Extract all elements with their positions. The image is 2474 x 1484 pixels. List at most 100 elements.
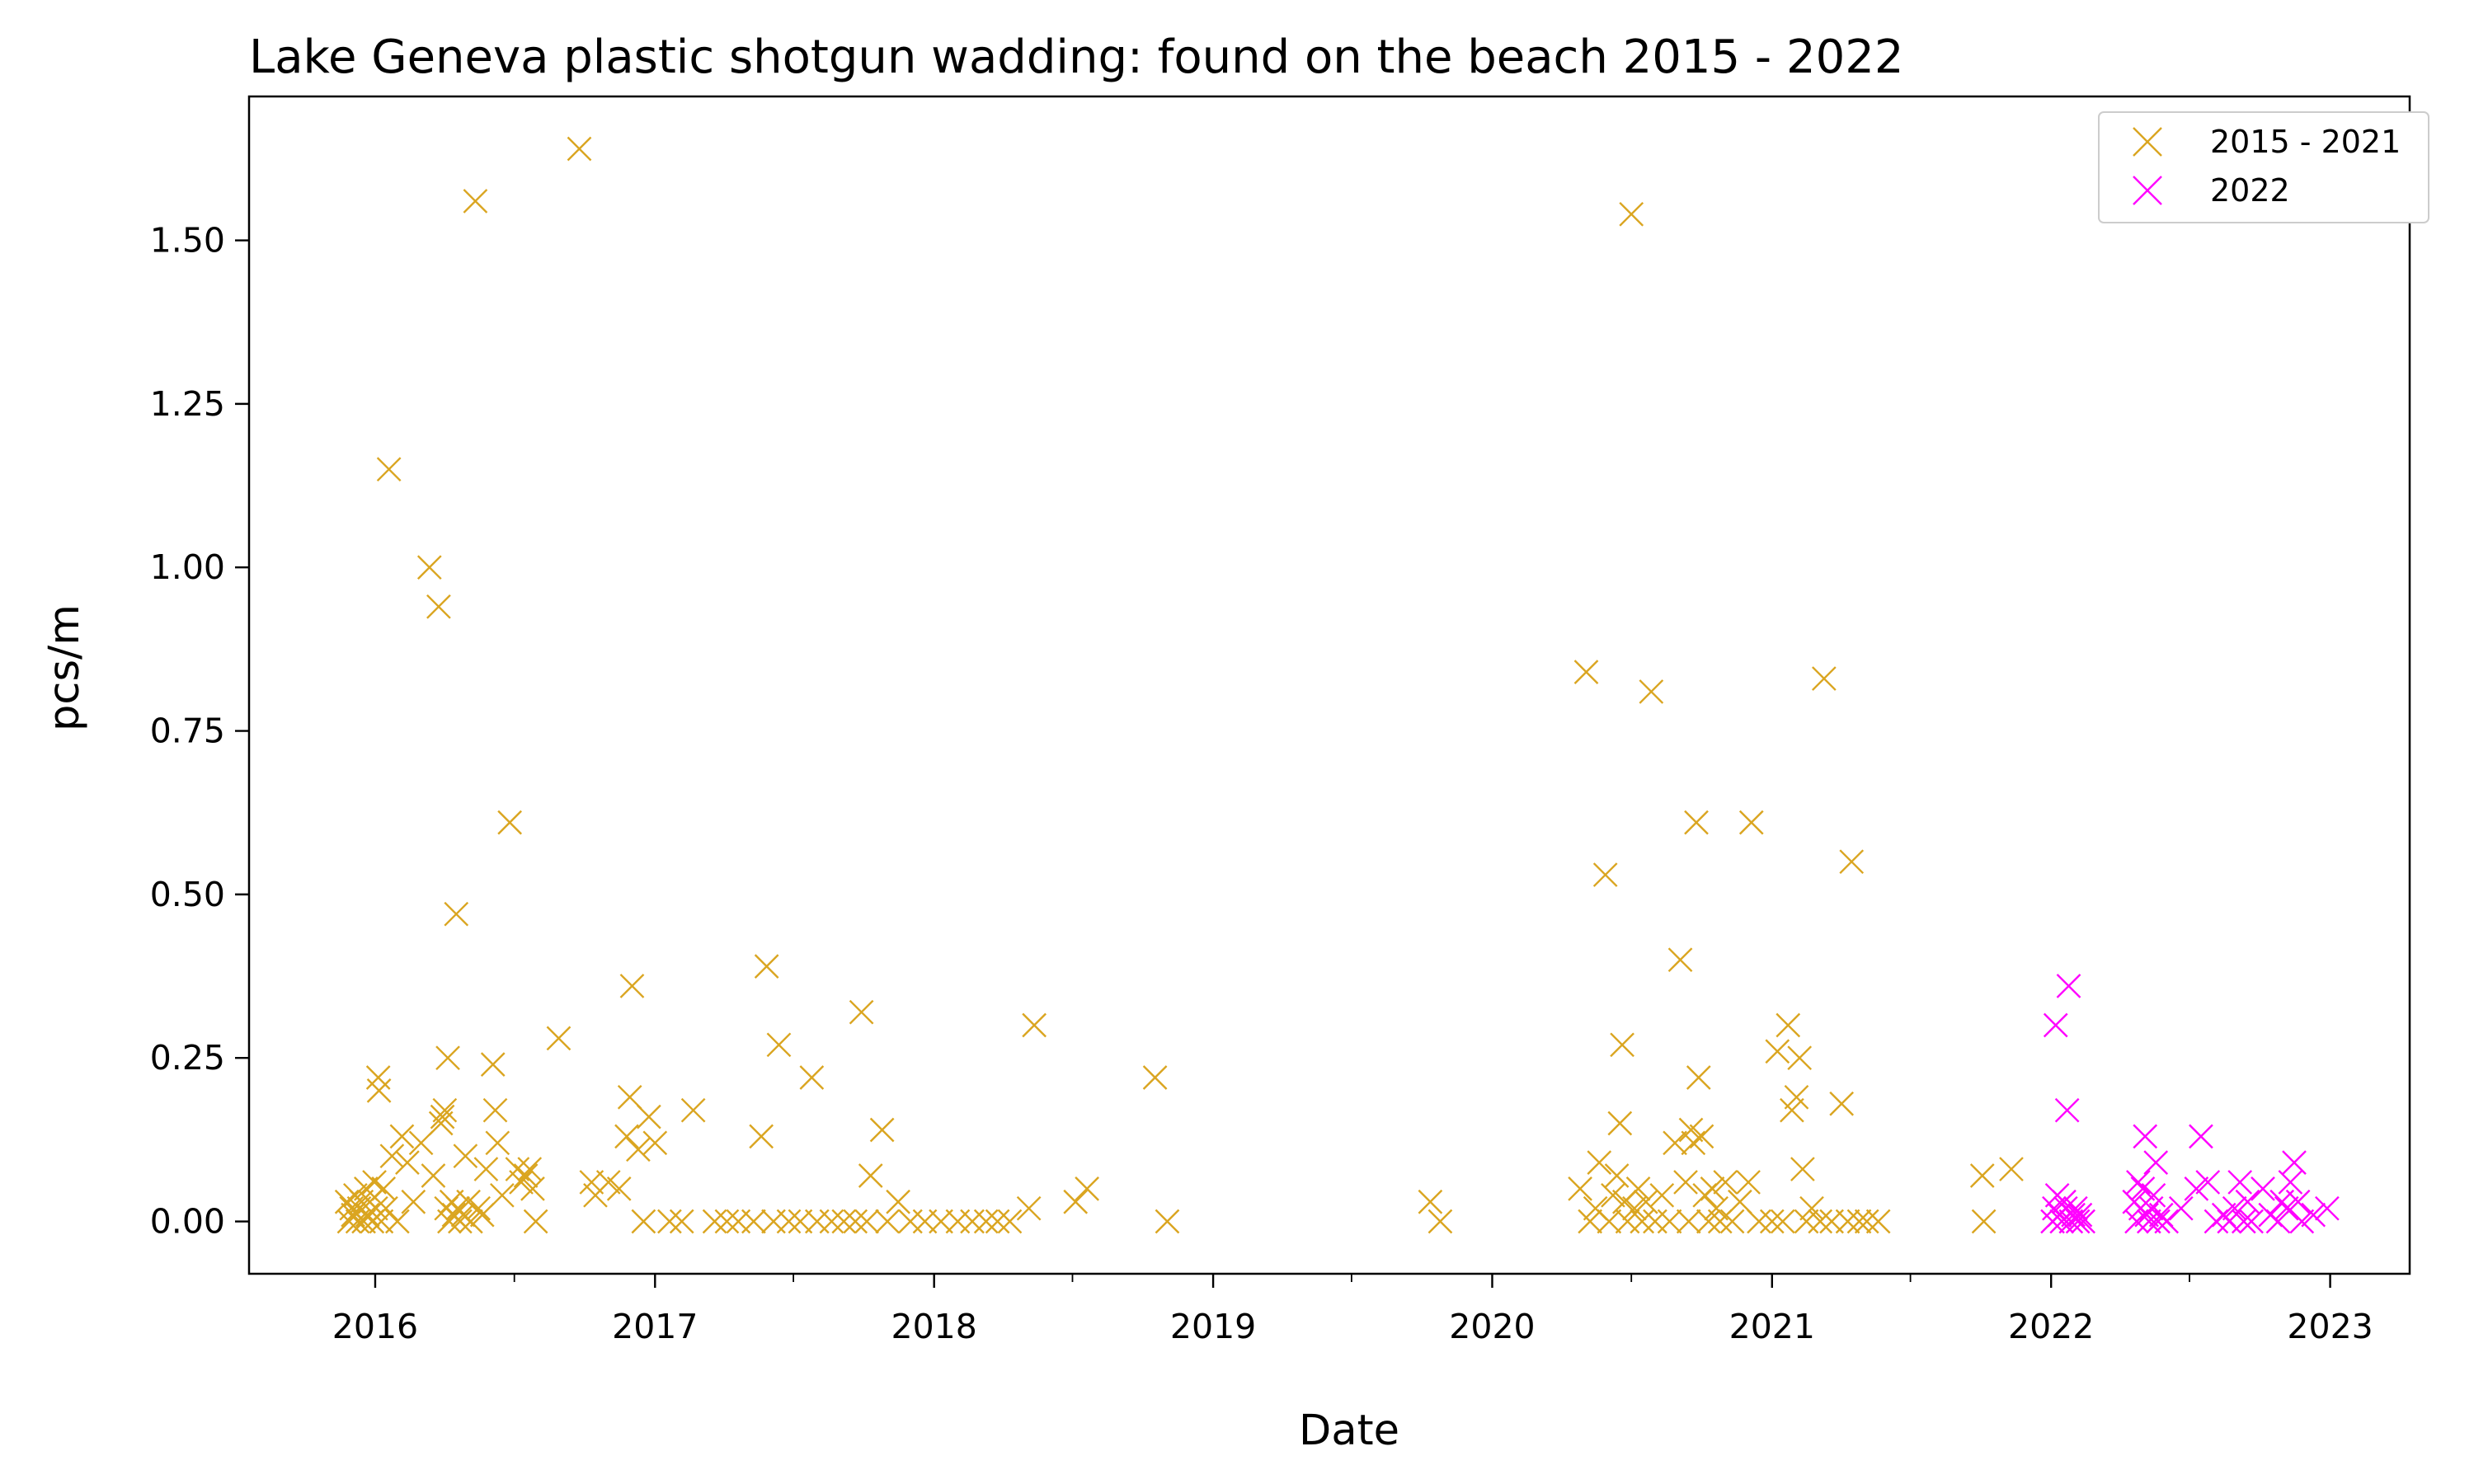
series-1-point [1676,1209,1701,1234]
x-tick-label: 2018 [891,1307,977,1346]
series-1-point [1780,1097,1804,1123]
series-1-point [379,1144,405,1169]
series-1-point [421,1163,446,1188]
x-tick-label: 2020 [1449,1307,1535,1346]
series-2-point [2146,1209,2171,1234]
series-1-point [631,1209,656,1234]
series-2-point [2235,1189,2260,1214]
series-1-point [1684,810,1709,835]
series-2-point [2285,1189,2311,1214]
series-1-point [869,1117,895,1143]
series-1-point [482,1097,508,1123]
series-1-point [714,1209,740,1234]
series-2-point [2143,1150,2169,1175]
series-1-point [831,1209,857,1234]
series-1-point [1601,1182,1625,1208]
series-2-point [2239,1209,2264,1234]
series-1-point [1707,1209,1733,1234]
series-2-point [2154,1209,2180,1234]
series-1-point [1573,660,1599,684]
series-1-point [1622,1195,1647,1221]
series-1-point [1663,1130,1687,1156]
series-2-point [2282,1150,2307,1175]
series-1-point [929,1209,953,1234]
series-1-point [430,1104,455,1129]
series-1-point [702,1209,727,1234]
y-tick-label: 0.25 [150,1038,225,1078]
series-1-point [490,1182,515,1208]
series-1-point [1597,1209,1622,1234]
series-1-point [1155,1209,1180,1234]
series-1-point [1063,1189,1089,1214]
series-1-point [485,1130,510,1156]
series-2-point [2054,1097,2080,1123]
series-1-point [401,1189,426,1214]
series-1-point [799,1065,825,1090]
series-1-point [1811,666,1837,691]
series-1-point [1999,1157,2024,1181]
x-tick-label: 2016 [332,1307,418,1346]
series-1-point [428,1111,454,1136]
series-1-point [843,1209,868,1234]
series-2-point [2195,1170,2221,1195]
series-1-point [1592,862,1618,887]
series-2-point [2189,1124,2213,1149]
series-1-point [1765,1039,1790,1064]
series-1-point [819,1209,844,1234]
series-1-point [376,457,402,482]
series-2-point [2278,1170,2303,1195]
series-2-point [2126,1170,2151,1195]
y-tick-label: 1.00 [150,547,225,587]
x-tick-label: 2021 [1729,1307,1815,1346]
series-1-point [854,1209,879,1234]
series-1-point [1696,1209,1721,1234]
series-1-point [626,1137,651,1162]
series-1-point [1142,1065,1168,1090]
series-1-point [509,1170,534,1195]
series-1-point [1835,1209,1860,1234]
series-1-point [1787,1045,1813,1071]
series-2-point [2301,1202,2326,1228]
series-1-point [680,1097,706,1123]
series-1-point [1759,1209,1785,1234]
series-1-point [444,901,469,927]
series-1-point [513,1163,539,1188]
series-2-point [2222,1195,2247,1221]
series-1-point [1418,1189,1443,1214]
series-1-point [1794,1209,1819,1234]
series-1-point [595,1170,621,1195]
series-1-point [466,1195,491,1221]
y-axis-label: pcs/m [40,604,89,731]
series-2-point [2184,1176,2209,1201]
series-1-point [1667,947,1693,973]
series-1-point [497,810,522,835]
series-1-point [1790,1157,1815,1181]
y-tick-label: 0.75 [150,711,225,751]
y-tick-label: 1.25 [150,384,225,424]
series-1-point [973,1209,999,1234]
series-1-point [619,974,645,998]
series-2-point [2315,1195,2340,1221]
series-1-point [453,1144,478,1169]
series-1-point [567,136,592,162]
series-1-point [523,1209,548,1234]
series-1-point [1630,1209,1655,1234]
series-1-point [1770,1209,1795,1234]
chart-title: Lake Geneva plastic shotgun wadding: fou… [249,31,1903,84]
series-1-point [1633,1189,1658,1214]
series-1-point [1075,1176,1099,1201]
series-1-point [1728,1189,1752,1214]
series-1-point [1686,1065,1711,1090]
series-1-point [374,1195,398,1221]
series-1-point [1022,1012,1047,1038]
x-tick-label: 2022 [2008,1307,2094,1346]
series-1-point [1846,1209,1872,1234]
series-1-point [1673,1170,1698,1195]
series-1-point [614,1124,639,1149]
y-tick-label: 0.00 [150,1202,225,1242]
series-1-point [669,1209,694,1234]
series-1-point [1736,1170,1761,1195]
series-2-point [2065,1209,2091,1234]
series-1-point [1016,1195,1042,1221]
series-2-point [2274,1195,2299,1221]
